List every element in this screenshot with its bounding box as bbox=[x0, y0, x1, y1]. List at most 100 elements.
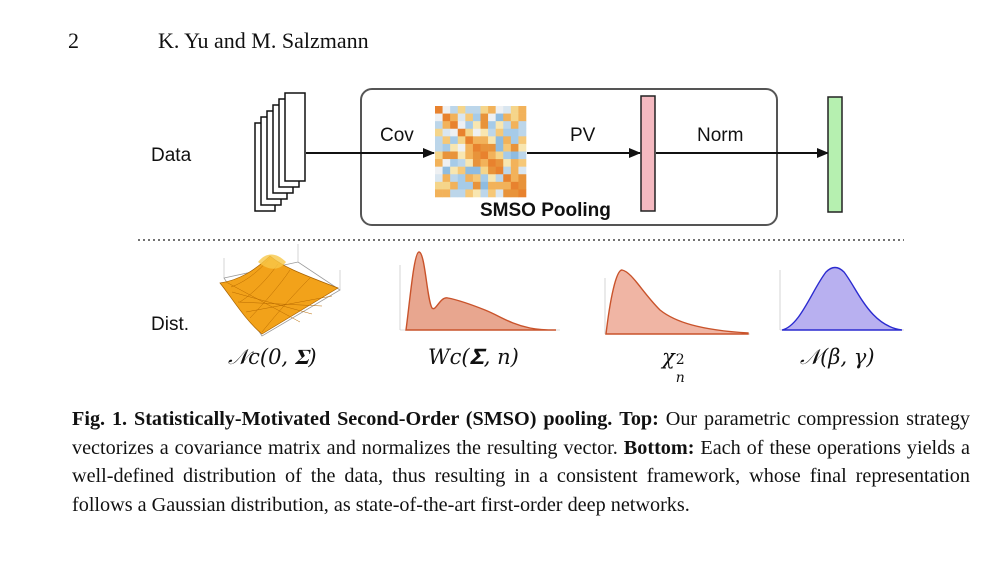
covariance-cell bbox=[510, 143, 519, 152]
normal-c-label: 𝒩c(0, 𝚺) bbox=[228, 345, 317, 369]
covariance-cell bbox=[435, 106, 443, 114]
covariance-cell bbox=[480, 136, 489, 145]
covariance-cell bbox=[495, 189, 504, 198]
covariance-cell bbox=[450, 106, 459, 114]
covariance-cell bbox=[450, 143, 459, 152]
covariance-cell bbox=[480, 181, 489, 190]
covariance-cell bbox=[450, 181, 459, 190]
caption-label: Fig. 1. bbox=[72, 408, 128, 430]
covariance-cell bbox=[488, 166, 496, 175]
wishart-label: Wc(𝚺, n) bbox=[428, 345, 519, 369]
covariance-cell bbox=[442, 174, 451, 183]
data-row-label: Data bbox=[151, 145, 192, 166]
covariance-cell bbox=[457, 151, 466, 160]
covariance-cell bbox=[488, 136, 496, 145]
covariance-cell bbox=[488, 143, 496, 152]
covariance-cell bbox=[465, 136, 474, 145]
covariance-cell bbox=[435, 159, 443, 167]
covariance-cell bbox=[480, 174, 489, 183]
figure-1 bbox=[138, 88, 904, 337]
covariance-cell bbox=[472, 143, 481, 152]
covariance-cell bbox=[510, 151, 519, 160]
covariance-cell bbox=[518, 143, 527, 152]
covariance-cell bbox=[450, 113, 459, 122]
covariance-cell bbox=[518, 128, 527, 137]
covariance-cell bbox=[503, 159, 512, 167]
covariance-cell bbox=[442, 166, 451, 175]
covariance-cell bbox=[495, 166, 504, 175]
covariance-cell bbox=[488, 159, 496, 167]
covariance-cell bbox=[510, 106, 519, 114]
covariance-cell bbox=[480, 189, 489, 198]
covariance-cell bbox=[495, 128, 504, 137]
covariance-cell bbox=[435, 121, 443, 130]
covariance-cell bbox=[435, 143, 443, 152]
covariance-cell bbox=[457, 159, 466, 167]
covariance-cell bbox=[503, 174, 512, 183]
covariance-cell bbox=[495, 136, 504, 145]
covariance-cell bbox=[503, 151, 512, 160]
covariance-cell bbox=[503, 136, 512, 145]
norm-label: Norm bbox=[697, 125, 744, 146]
caption-bottom-label: Bottom: bbox=[623, 436, 695, 459]
covariance-cell bbox=[457, 189, 466, 198]
covariance-cell bbox=[488, 174, 496, 183]
covariance-cell bbox=[488, 121, 496, 130]
covariance-cell bbox=[503, 121, 512, 130]
covariance-cell bbox=[495, 174, 504, 183]
covariance-cell bbox=[457, 166, 466, 175]
covariance-cell bbox=[457, 181, 466, 190]
covariance-cell bbox=[480, 121, 489, 130]
covariance-cell bbox=[442, 151, 451, 160]
covariance-cell bbox=[457, 106, 466, 114]
covariance-cell bbox=[510, 121, 519, 130]
covariance-cell bbox=[518, 181, 527, 190]
covariance-cell bbox=[442, 159, 451, 167]
covariance-cell bbox=[450, 174, 459, 183]
covariance-cell bbox=[442, 113, 451, 122]
covariance-cell bbox=[488, 151, 496, 160]
covariance-cell bbox=[510, 136, 519, 145]
covariance-matrix bbox=[435, 106, 527, 198]
covariance-cell bbox=[472, 151, 481, 160]
covariance-cell bbox=[472, 181, 481, 190]
covariance-cell bbox=[488, 189, 496, 198]
covariance-cell bbox=[435, 113, 443, 122]
covariance-cell bbox=[450, 128, 459, 137]
covariance-cell bbox=[488, 113, 496, 122]
covariance-cell bbox=[488, 106, 496, 114]
covariance-cell bbox=[465, 159, 474, 167]
covariance-cell bbox=[465, 143, 474, 152]
covariance-cell bbox=[465, 121, 474, 130]
caption-bottom-text: Each of these operations yields a well-d… bbox=[72, 436, 971, 516]
covariance-cell bbox=[480, 143, 489, 152]
covariance-cell bbox=[465, 189, 474, 198]
covariance-cell bbox=[510, 174, 519, 183]
covariance-cell bbox=[465, 151, 474, 160]
covariance-cell bbox=[510, 181, 519, 190]
covariance-cell bbox=[495, 143, 504, 152]
figure-caption: Fig. 1. Statistically-Motivated Second-O… bbox=[72, 405, 970, 519]
covariance-cell bbox=[442, 181, 451, 190]
covariance-cell bbox=[442, 189, 451, 198]
covariance-cell bbox=[495, 106, 504, 114]
covariance-cell bbox=[488, 181, 496, 190]
covariance-cell bbox=[457, 128, 466, 137]
covariance-cell bbox=[495, 113, 504, 122]
covariance-cell bbox=[435, 181, 443, 190]
normal-beta-gamma-label: 𝒩(β, γ) bbox=[800, 345, 875, 369]
covariance-cell bbox=[435, 166, 443, 175]
covariance-cell bbox=[510, 128, 519, 137]
covariance-cell bbox=[472, 166, 481, 175]
covariance-cell bbox=[472, 121, 481, 130]
covariance-cell bbox=[465, 174, 474, 183]
covariance-cell bbox=[435, 151, 443, 160]
caption-top-label: Top: bbox=[619, 408, 659, 430]
covariance-cell bbox=[435, 136, 443, 145]
wishart-density-plot bbox=[399, 251, 560, 331]
gaussian-density-plot bbox=[779, 266, 904, 331]
covariance-cell bbox=[472, 159, 481, 167]
covariance-cell bbox=[435, 189, 443, 198]
covariance-cell bbox=[488, 128, 496, 137]
covariance-cell bbox=[518, 151, 527, 160]
